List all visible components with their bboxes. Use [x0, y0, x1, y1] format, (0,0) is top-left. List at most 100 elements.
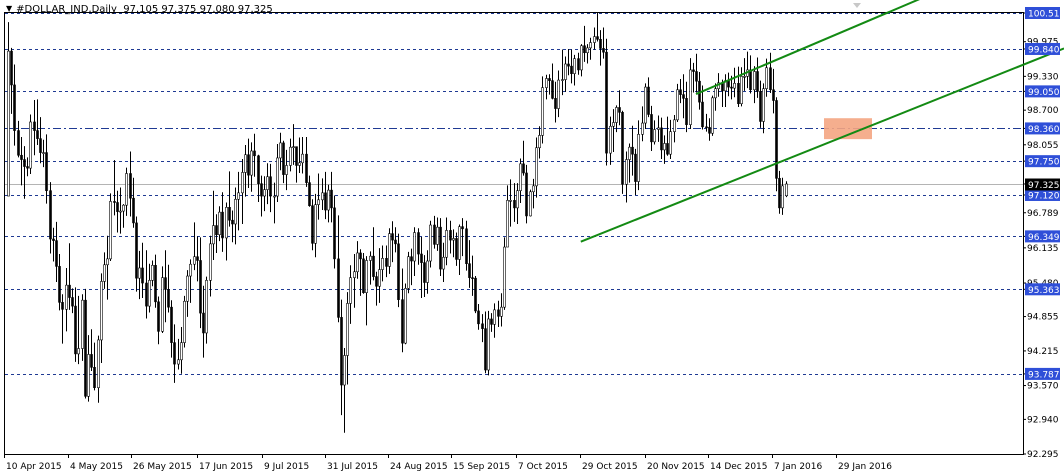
candle-body [631, 146, 634, 155]
candle-body [196, 256, 199, 261]
candle-body [772, 89, 775, 101]
candle-body [753, 71, 756, 91]
candle-body [228, 207, 231, 221]
candle-body [468, 263, 471, 278]
candle-body [737, 83, 740, 105]
y-tick-label: 92.940 [1027, 415, 1059, 425]
y-tick-label: 99.330 [1027, 72, 1059, 82]
candle-body [561, 79, 564, 81]
candle-body [61, 302, 64, 310]
candle-body [161, 277, 164, 332]
x-tick-label: 24 Aug 2015 [390, 462, 448, 472]
candle-body [109, 201, 112, 260]
candle-body [714, 88, 717, 99]
candle-body [641, 122, 644, 135]
candle-body [413, 232, 416, 262]
candle-body [29, 121, 32, 169]
level-labels: 100.510 99.840 99.050 98.360 97.750 97.120 96.… [1025, 7, 1064, 380]
candle-body [202, 312, 205, 334]
plot-border [4, 12, 1024, 455]
candle-body [781, 185, 784, 209]
candle-body [442, 256, 445, 270]
candle-body [541, 87, 544, 136]
trendline [695, 0, 920, 95]
candle-body [247, 154, 250, 176]
y-tick-label: 98.700 [1027, 106, 1059, 116]
y-tick-label: 96.789 [1027, 209, 1059, 219]
candle-body [695, 71, 698, 82]
x-tick-label: 7 Oct 2015 [518, 462, 568, 472]
candle-body [362, 258, 365, 293]
candle-body [625, 159, 628, 185]
candle-body [199, 260, 202, 314]
candle-body [567, 63, 570, 67]
candle-body [445, 230, 448, 258]
candle-body [298, 162, 301, 166]
level-label-box [1025, 188, 1060, 201]
candle-body [458, 226, 461, 260]
candle-body [138, 267, 141, 279]
candle-body [733, 83, 736, 89]
candle-body [484, 328, 487, 371]
candle-body [276, 157, 279, 197]
candle-body [330, 189, 333, 209]
candle-body [36, 130, 39, 139]
candle-body [548, 78, 551, 81]
candle-body [314, 204, 317, 244]
candle-body [311, 205, 314, 244]
candle-body [509, 200, 512, 202]
candle-body [349, 277, 352, 304]
candle-body [477, 310, 480, 325]
level-label-text: 96.349 [1028, 233, 1060, 243]
candle-body [407, 256, 410, 289]
candle-body [381, 258, 384, 270]
candle-body [90, 354, 93, 368]
candle-body [97, 339, 100, 389]
candle-body [42, 152, 45, 154]
candle-body [346, 303, 349, 356]
candle-body [730, 86, 733, 89]
candle-body [705, 126, 708, 129]
candle-body [305, 153, 308, 183]
x-tick-label: 10 Apr 2015 [6, 462, 62, 472]
candle-body [145, 282, 148, 307]
candle-body [333, 207, 336, 260]
candle-body [455, 238, 458, 260]
candle-body [452, 238, 455, 241]
candle-body [605, 51, 608, 154]
candle-body [148, 280, 151, 307]
candle-body [225, 207, 228, 239]
candle-body [397, 243, 400, 300]
candle-body [621, 112, 624, 185]
candle-body [602, 48, 605, 53]
candle-body [212, 225, 215, 245]
candle-body [167, 289, 170, 308]
candle-body [554, 98, 557, 109]
candle-body [436, 226, 439, 245]
level-label-text: 99.050 [1028, 88, 1060, 98]
candle-body [394, 239, 397, 245]
candle-body [564, 63, 567, 80]
candle-body [103, 264, 106, 282]
candle-body [189, 263, 192, 277]
candle-body [289, 146, 292, 166]
highlight-zone [824, 118, 872, 140]
candle-body [295, 146, 298, 166]
candle-body [375, 276, 378, 287]
candle-body [7, 50, 10, 197]
candle-body [193, 256, 196, 265]
candle-body [52, 238, 55, 241]
candle-body [71, 297, 74, 307]
candle-body [481, 323, 484, 329]
candle-body [474, 277, 477, 312]
candle-body [365, 260, 368, 293]
candle-body [273, 195, 276, 198]
candle-body [81, 299, 84, 349]
candle-body [337, 258, 340, 318]
candle-body [666, 143, 669, 155]
symbol-menu-arrow-icon[interactable]: ▼ [6, 4, 13, 13]
candle-body [618, 107, 621, 113]
candle-body [385, 258, 388, 267]
scroll-marker-icon[interactable] [853, 3, 861, 8]
